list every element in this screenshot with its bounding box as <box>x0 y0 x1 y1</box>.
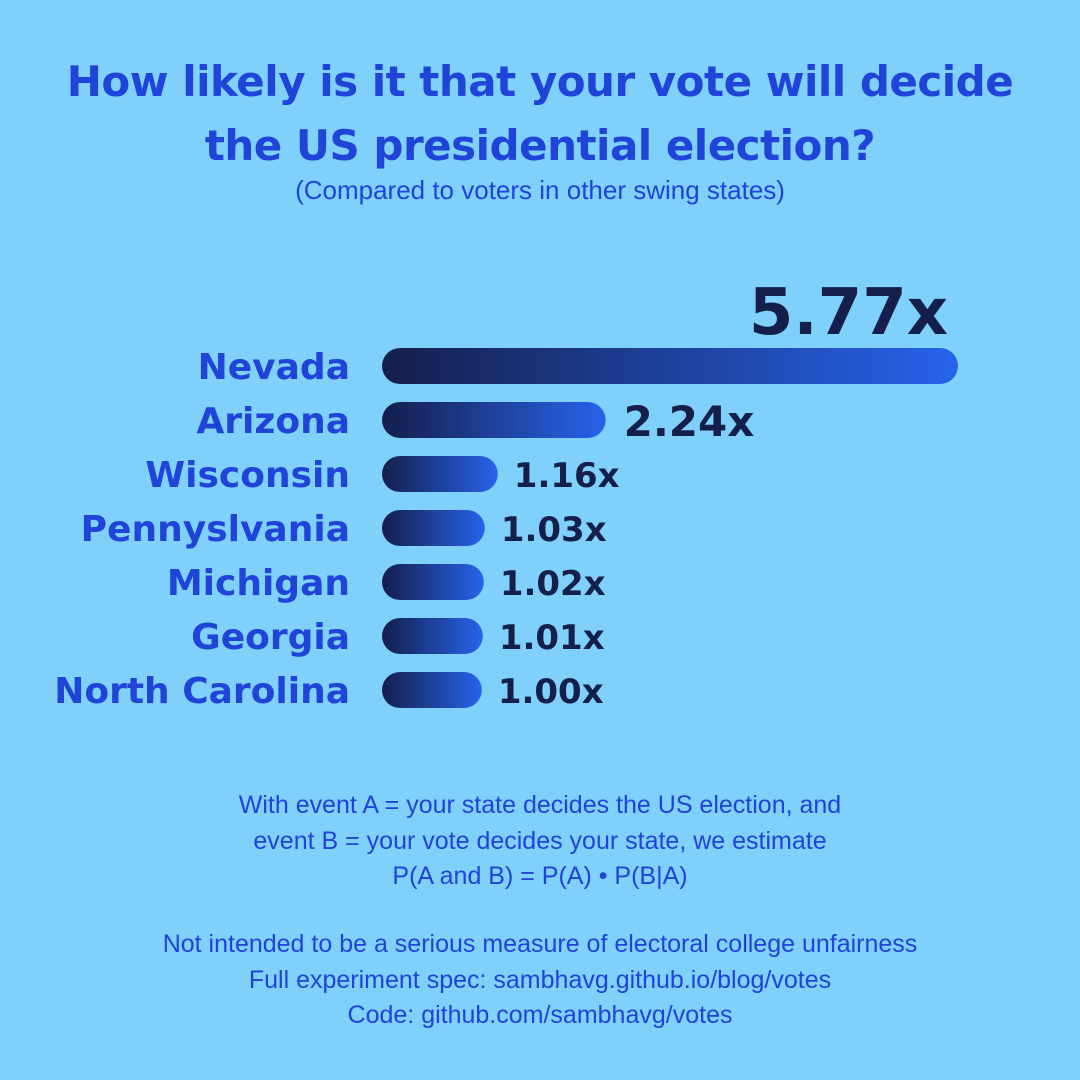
bar-nevada <box>382 348 958 384</box>
value-label-north-carolina: 1.00x <box>498 672 604 712</box>
chart-title: How likely is it that your vote will dec… <box>0 50 1080 178</box>
chart-subtitle: (Compared to voters in other swing state… <box>295 175 785 205</box>
disclaimer-note: Not intended to be a serious measure of … <box>0 927 1080 1034</box>
bar-wisconsin <box>382 456 498 492</box>
category-label-michigan: Michigan <box>167 563 350 604</box>
category-label-pennyslvania: Pennyslvania <box>81 509 350 550</box>
value-label-wisconsin: 1.16x <box>514 456 620 496</box>
code-link-line: Code: github.com/sambhavg/votes <box>347 1001 733 1029</box>
bar-michigan <box>382 564 484 600</box>
methodology-line-1: With event A = your state decides the US… <box>238 791 842 819</box>
experiment-spec-line: Full experiment spec: sambhavg.github.io… <box>248 965 832 994</box>
bar-georgia <box>382 618 483 654</box>
category-label-north-carolina: North Carolina <box>54 671 350 712</box>
value-label-pennyslvania: 1.03x <box>501 510 607 550</box>
value-label-georgia: 1.01x <box>499 618 605 658</box>
methodology-line-2: event B = your vote decides your state, … <box>253 826 827 855</box>
bar-north-carolina <box>382 672 482 708</box>
chart-title-line-2: the US presidential election? <box>204 121 876 170</box>
value-label-nevada: 5.77x <box>749 276 948 350</box>
methodology-line-3: P(A and B) = P(A) • P(B|A) <box>392 862 688 890</box>
methodology-note: With event A = your state decides the US… <box>0 788 1080 895</box>
category-label-arizona: Arizona <box>196 401 350 442</box>
category-label-wisconsin: Wisconsin <box>145 455 350 496</box>
bar-arizona <box>382 402 606 438</box>
category-label-georgia: Georgia <box>191 617 350 658</box>
value-label-arizona: 2.24x <box>624 397 755 446</box>
value-label-michigan: 1.02x <box>500 564 606 604</box>
bars-layer: Nevada 5.77x Arizona 2.24x Wisconsin 1.16x Pen… <box>54 276 958 712</box>
bar-pennyslvania <box>382 510 485 546</box>
category-label-nevada: Nevada <box>198 347 350 388</box>
chart-title-line-1: How likely is it that your vote will dec… <box>66 57 1014 106</box>
bar-chart: Nevada 5.77x Arizona 2.24x Wisconsin 1.16x Pen… <box>54 276 958 712</box>
disclaimer-line: Not intended to be a serious measure of … <box>162 930 918 958</box>
